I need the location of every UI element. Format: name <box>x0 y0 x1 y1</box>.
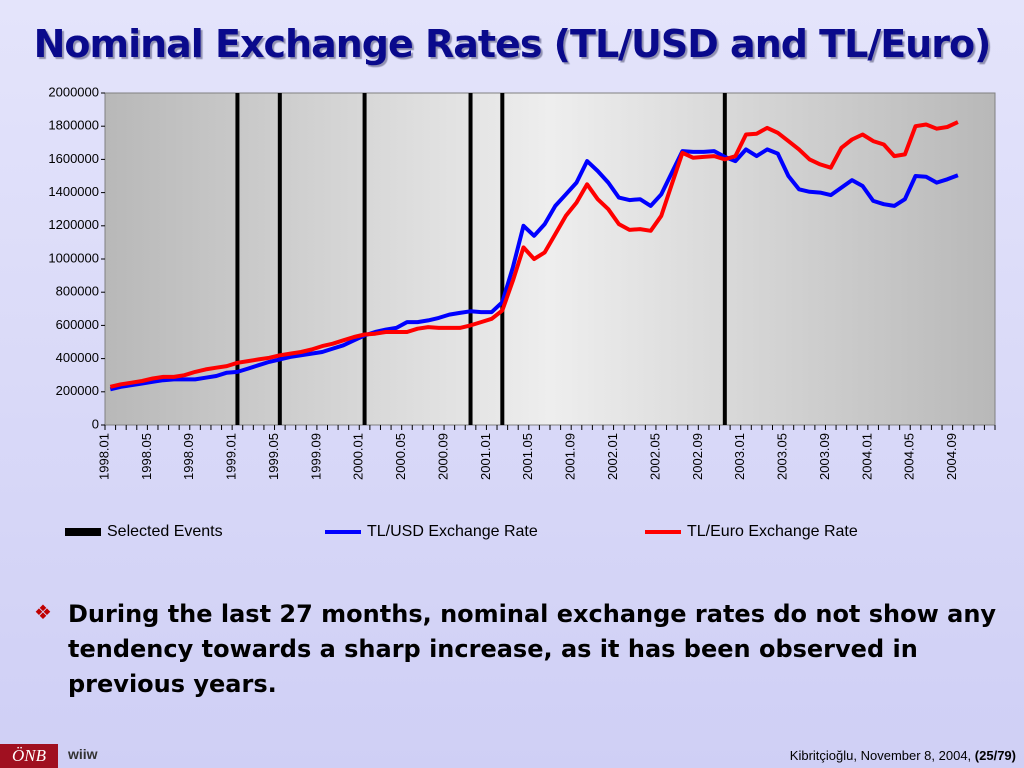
y-tick-label: 1600000 <box>48 151 99 166</box>
x-tick-label: 2004.01 <box>859 433 874 480</box>
title: Nominal Exchange Rates (TL/USD and TL/Eu… <box>33 22 992 66</box>
x-tick-label: 2000.05 <box>393 433 408 480</box>
x-tick-label: 2004.09 <box>944 433 959 480</box>
x-tick-label: 2004.05 <box>902 433 917 480</box>
page-number: (25/79) <box>974 748 1016 763</box>
x-tick-label: 2000.01 <box>351 433 366 480</box>
y-tick-label: 1000000 <box>48 250 99 265</box>
x-tick-label: 2001.05 <box>520 433 535 480</box>
series-line <box>109 147 959 392</box>
x-tick-label: 2003.01 <box>732 433 747 480</box>
bullet-marker: ❖ <box>34 602 52 624</box>
x-tick-label: 1999.01 <box>224 433 239 480</box>
logo: wiiw <box>68 746 98 762</box>
x-tick-label: 2000.09 <box>435 433 450 480</box>
x-tick-label: 1998.09 <box>181 433 196 480</box>
x-tick-label: 1998.01 <box>96 433 111 480</box>
x-tick-label: 2002.01 <box>605 433 620 480</box>
x-tick-label: 1999.05 <box>266 433 281 480</box>
legend-label: TL/Euro Exchange Rate <box>687 523 858 540</box>
y-tick-label: 1800000 <box>48 118 99 133</box>
y-tick-label: 2000000 <box>48 84 99 99</box>
x-tick-label: 2002.05 <box>647 433 662 480</box>
series-line <box>109 120 959 389</box>
plot-area <box>104 92 996 426</box>
y-tick-label: 0 <box>92 416 99 431</box>
logo: ÖNB <box>0 744 58 768</box>
y-tick-label: 600000 <box>56 317 99 332</box>
x-tick-label: 1998.05 <box>139 433 154 480</box>
y-tick-label: 800000 <box>56 284 99 299</box>
footer: Kibritçioğlu, November 8, 2004, (25/79) <box>790 748 1016 763</box>
legend-label: Selected Events <box>107 523 223 540</box>
x-tick-label: 2001.09 <box>563 433 578 480</box>
legend-label: TL/USD Exchange Rate <box>367 523 538 540</box>
x-tick-label: 2003.09 <box>817 433 832 480</box>
y-tick-label: 1200000 <box>48 217 99 232</box>
y-tick-label: 1400000 <box>48 184 99 199</box>
x-tick-label: 1999.09 <box>308 433 323 480</box>
footer-text: Kibritçioğlu, November 8, 2004, <box>789 748 972 763</box>
x-tick-label: 2003.05 <box>775 433 790 480</box>
y-tick-label: 200000 <box>56 383 99 398</box>
x-tick-label: 2001.01 <box>478 433 493 480</box>
chart: 0 200000 400000 600000 800000 1000000 1200000 1… <box>48 84 996 540</box>
y-tick-label: 400000 <box>56 350 99 365</box>
x-tick-label: 2002.09 <box>690 433 705 480</box>
bullet-text: During the last 27 months, nominal excha… <box>68 600 997 698</box>
